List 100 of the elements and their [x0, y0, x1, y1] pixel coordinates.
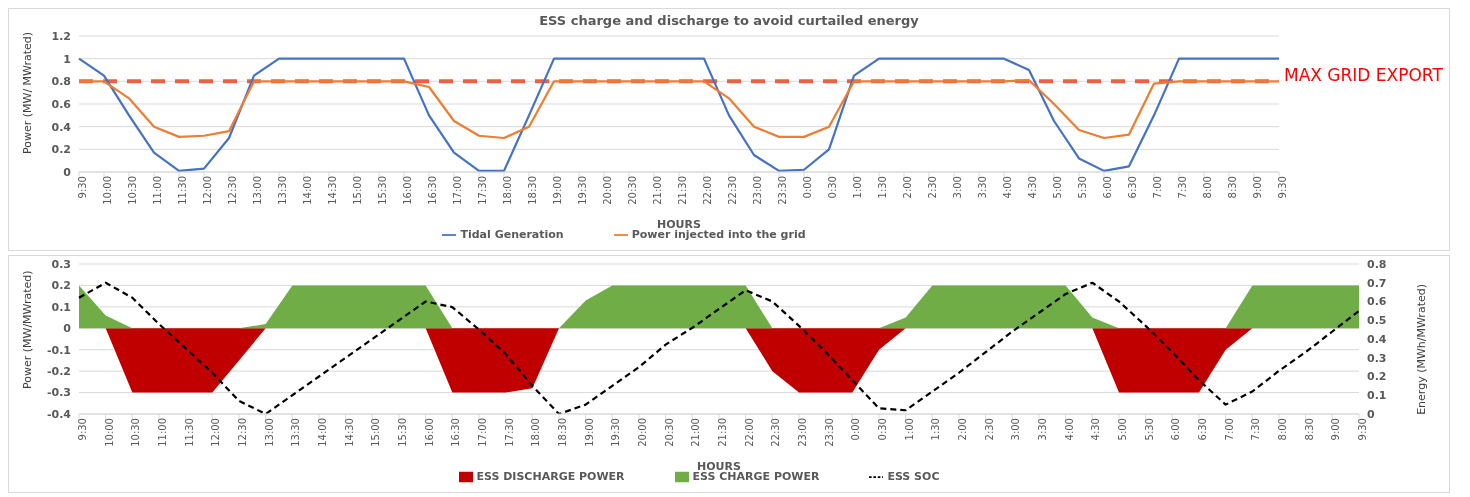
x-tick-label: 17:30	[503, 418, 515, 447]
y2-axis-title: Energy (MWh/MWrated)	[1414, 284, 1428, 415]
x-tick-label: 21:00	[652, 176, 664, 205]
x-tick-label: 0:00	[850, 418, 862, 441]
x-tick-label: 15:30	[397, 418, 409, 447]
x-tick-label: 7:00	[1223, 418, 1235, 441]
x-tick-label: 22:30	[770, 418, 782, 447]
x-tick-label: 20:30	[627, 176, 639, 205]
x-tick-label: 22:00	[743, 418, 755, 447]
x-tick-label: 2:30	[927, 176, 939, 199]
y-tick-label: 0.1	[51, 300, 71, 314]
x-tick-label: 11:00	[157, 418, 169, 447]
y-tick-label: 0	[63, 322, 72, 336]
x-tick-label: 10:00	[103, 418, 115, 447]
x-tick-label: 20:00	[602, 176, 614, 205]
x-tick-label: 9:30	[77, 418, 89, 441]
x-tick-label: 8:00	[1277, 418, 1289, 441]
x-tick-label: 8:30	[1227, 176, 1239, 199]
x-tick-label: 7:30	[1250, 418, 1262, 441]
y2-tick-label: 0	[1367, 407, 1375, 421]
y2-tick-label: 0.7	[1367, 276, 1387, 290]
y-tick-label: 1.2	[51, 29, 71, 43]
x-tick-label: 21:00	[690, 418, 702, 447]
y2-tick-label: 0.4	[1367, 332, 1387, 346]
x-tick-label: 3:30	[977, 176, 989, 199]
x-tick-label: 12:30	[237, 418, 249, 447]
x-tick-label: 10:30	[130, 418, 142, 447]
y2-tick-label: 0.1	[1367, 389, 1387, 403]
x-tick-label: 0:00	[802, 176, 814, 199]
x-tick-label: 3:00	[952, 176, 964, 199]
y-tick-label: -0.1	[46, 343, 71, 357]
y-tick-label: 0.2	[51, 143, 71, 157]
x-tick-label: 20:00	[637, 418, 649, 447]
x-tick-label: 19:30	[610, 418, 622, 447]
y-tick-label: -0.3	[46, 386, 71, 400]
x-tick-label: 16:00	[423, 418, 435, 447]
chart-title: ESS charge and discharge to avoid curtailed energy	[538, 12, 920, 28]
x-tick-label: 7:30	[1177, 176, 1189, 199]
y-tick-label: 0.6	[51, 97, 72, 111]
x-tick-label: 18:00	[502, 176, 514, 205]
legend-label: ESS CHARGE POWER	[692, 470, 820, 483]
x-tick-label: 15:30	[377, 176, 389, 205]
x-tick-label: 4:00	[1063, 418, 1075, 441]
x-tick-label: 17:00	[477, 418, 489, 447]
x-tick-label: 9:00	[1330, 418, 1342, 441]
x-tick-label: 13:00	[263, 418, 275, 447]
x-tick-label: 3:00	[1010, 418, 1022, 441]
x-tick-label: 9:00	[1252, 176, 1264, 199]
x-tick-label: 1:30	[930, 418, 942, 441]
x-tick-label: 19:00	[552, 176, 564, 205]
x-tick-label: 13:30	[290, 418, 302, 447]
x-tick-label: 11:00	[152, 176, 164, 205]
x-axis-title: HOURS	[657, 218, 702, 231]
x-tick-label: 17:30	[477, 176, 489, 205]
x-tick-label: 17:00	[452, 176, 464, 205]
x-tick-label: 9:30	[1357, 418, 1369, 441]
legend-label: Tidal Generation	[460, 228, 564, 241]
x-tick-label: 14:30	[327, 176, 339, 205]
x-tick-label: 8:30	[1303, 418, 1315, 441]
x-tick-label: 11:30	[177, 176, 189, 205]
x-tick-label: 1:30	[877, 176, 889, 199]
x-tick-label: 12:30	[227, 176, 239, 205]
x-tick-label: 16:30	[450, 418, 462, 447]
x-tick-label: 20:30	[663, 418, 675, 447]
y2-tick-label: 0.8	[1367, 257, 1387, 271]
x-tick-label: 15:00	[352, 176, 364, 205]
x-tick-label: 9:30	[1277, 176, 1289, 199]
x-tick-label: 6:30	[1197, 418, 1209, 441]
x-tick-label: 5:30	[1077, 176, 1089, 199]
x-tick-label: 18:00	[530, 418, 542, 447]
x-tick-label: 10:00	[102, 176, 114, 205]
y2-tick-label: 0.5	[1367, 314, 1387, 328]
y-tick-label: -0.4	[46, 407, 72, 421]
x-tick-label: 22:00	[702, 176, 714, 205]
x-tick-label: 12:00	[202, 176, 214, 205]
x-tick-label: 8:00	[1202, 176, 1214, 199]
x-tick-label: 10:30	[127, 176, 139, 205]
x-tick-label: 15:00	[370, 418, 382, 447]
x-tick-label: 23:00	[752, 176, 764, 205]
legend-label: ESS DISCHARGE POWER	[476, 470, 625, 483]
x-tick-label: 23:00	[797, 418, 809, 447]
y2-tick-label: 0.6	[1367, 295, 1387, 309]
x-tick-label: 14:00	[302, 176, 314, 205]
x-tick-label: 16:30	[427, 176, 439, 205]
x-tick-label: 4:30	[1090, 418, 1102, 441]
x-tick-label: 12:00	[210, 418, 222, 447]
y-tick-label: 0.2	[51, 279, 71, 293]
x-tick-label: 5:30	[1143, 418, 1155, 441]
ref-line-label: MAX GRID EXPORT	[1284, 65, 1444, 86]
x-tick-label: 18:30	[527, 176, 539, 205]
x-tick-label: 9:30	[77, 176, 89, 199]
x-tick-label: 21:30	[677, 176, 689, 205]
x-tick-label: 4:30	[1027, 176, 1039, 199]
y-axis-title: Power (MW/ MWrated)	[20, 31, 34, 154]
x-tick-label: 11:30	[183, 418, 195, 447]
x-tick-label: 5:00	[1117, 418, 1129, 441]
x-tick-label: 21:30	[717, 418, 729, 447]
x-tick-label: 1:00	[852, 176, 864, 199]
x-tick-label: 5:00	[1052, 176, 1064, 199]
x-tick-label: 3:30	[1037, 418, 1049, 441]
